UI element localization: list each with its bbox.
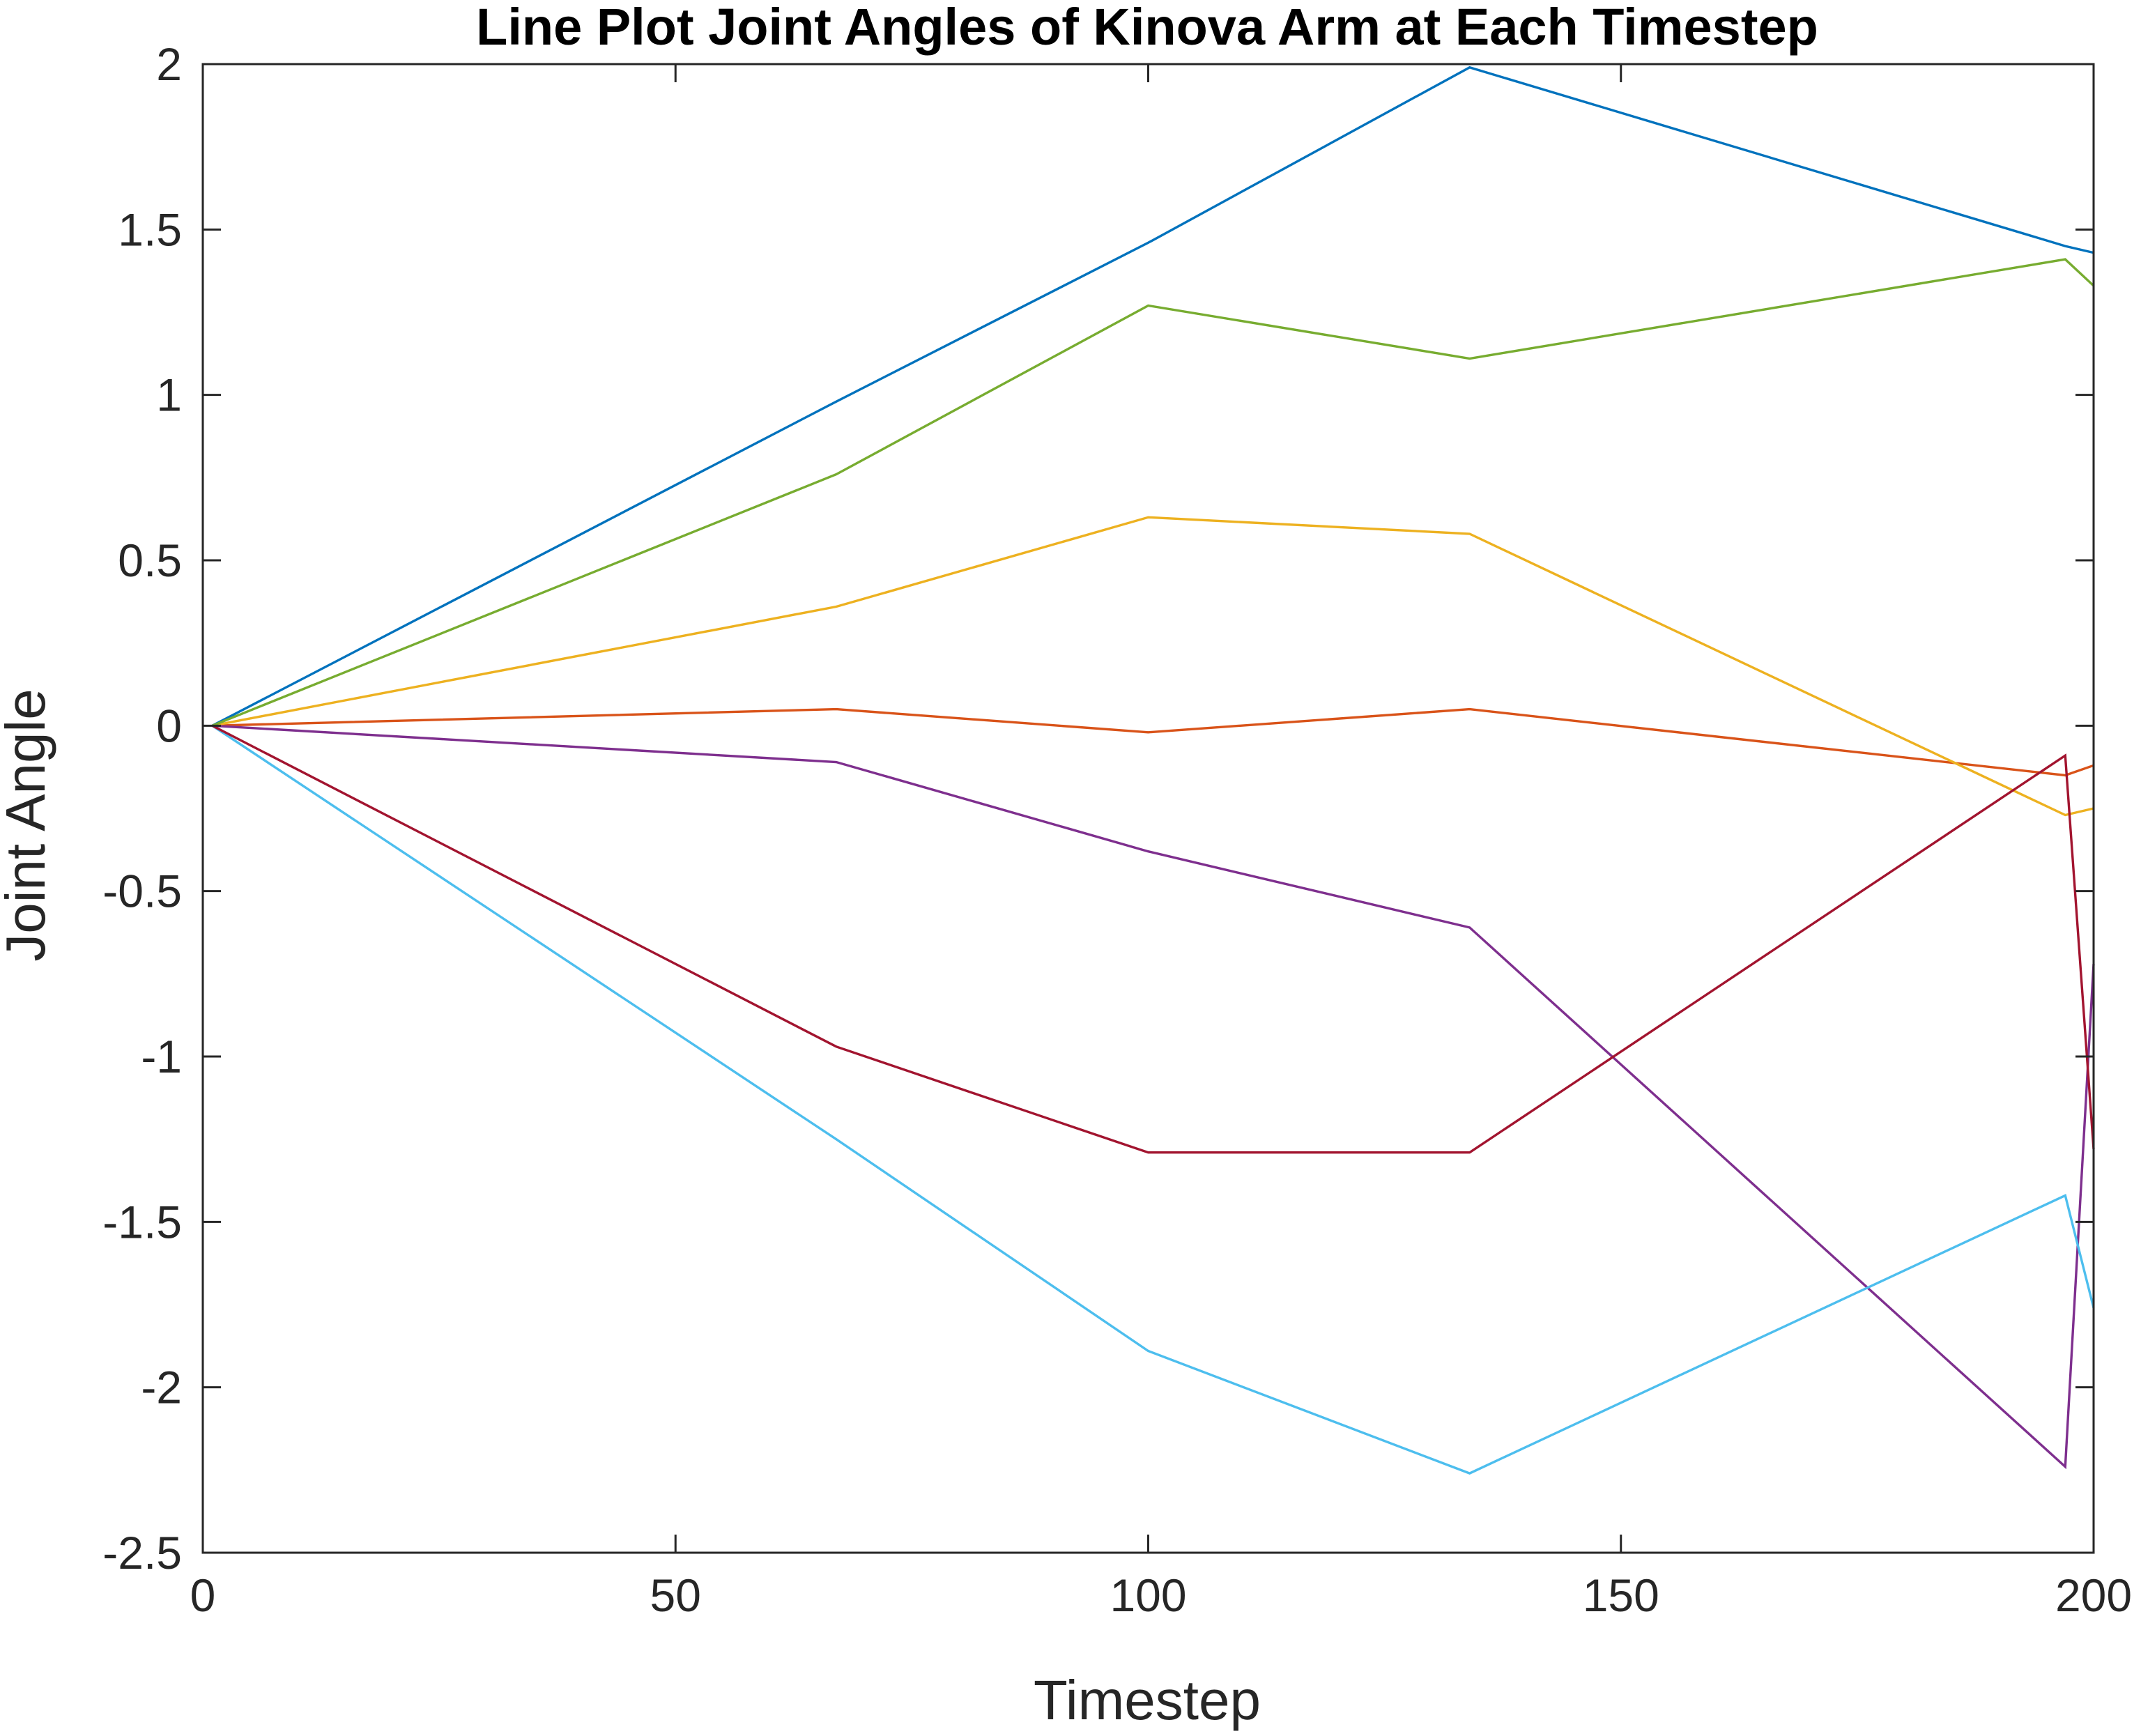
x-tick-label: 100	[1110, 1569, 1186, 1621]
y-tick-label: 1.5	[118, 203, 182, 255]
axes-layer	[201, 63, 2095, 1554]
y-tick-labels: 2 1.5 1 0.5 0 -0.5 -1 -1.5 -2 -2.5	[102, 38, 182, 1578]
x-tick-label: 150	[1583, 1569, 1659, 1621]
series-line-4	[212, 724, 2095, 1470]
y-tick-label: 2	[156, 38, 182, 90]
y-tick-label: -1.5	[102, 1196, 182, 1247]
series-line-6	[211, 724, 2095, 1475]
x-tick-label: 200	[2055, 1569, 2132, 1621]
x-tick-labels: 0 50 100 150 200	[190, 1569, 2132, 1621]
y-tick-label: 1	[156, 369, 182, 421]
y-axis-label: Joint Angle	[0, 689, 56, 961]
chart-title: Line Plot Joint Angles of Kinova Arm at …	[476, 0, 1818, 56]
series-line-7	[211, 724, 2095, 1154]
series-line-1	[211, 66, 2094, 727]
y-tick-label: -2	[141, 1362, 182, 1413]
series-layer	[211, 66, 2095, 1475]
x-axis-label: Timestep	[1034, 1669, 1261, 1731]
y-tick-label: -0.5	[102, 866, 182, 917]
y-tick-label: 0	[156, 700, 182, 751]
y-tick-label: -1	[141, 1031, 182, 1082]
series-line-2	[212, 707, 2094, 777]
series-line-5	[211, 258, 2095, 727]
y-tick-label: 0.5	[118, 535, 182, 586]
y-tick-label: -2.5	[102, 1527, 182, 1578]
x-tick-label: 0	[190, 1569, 216, 1621]
x-tick-label: 50	[650, 1569, 701, 1621]
